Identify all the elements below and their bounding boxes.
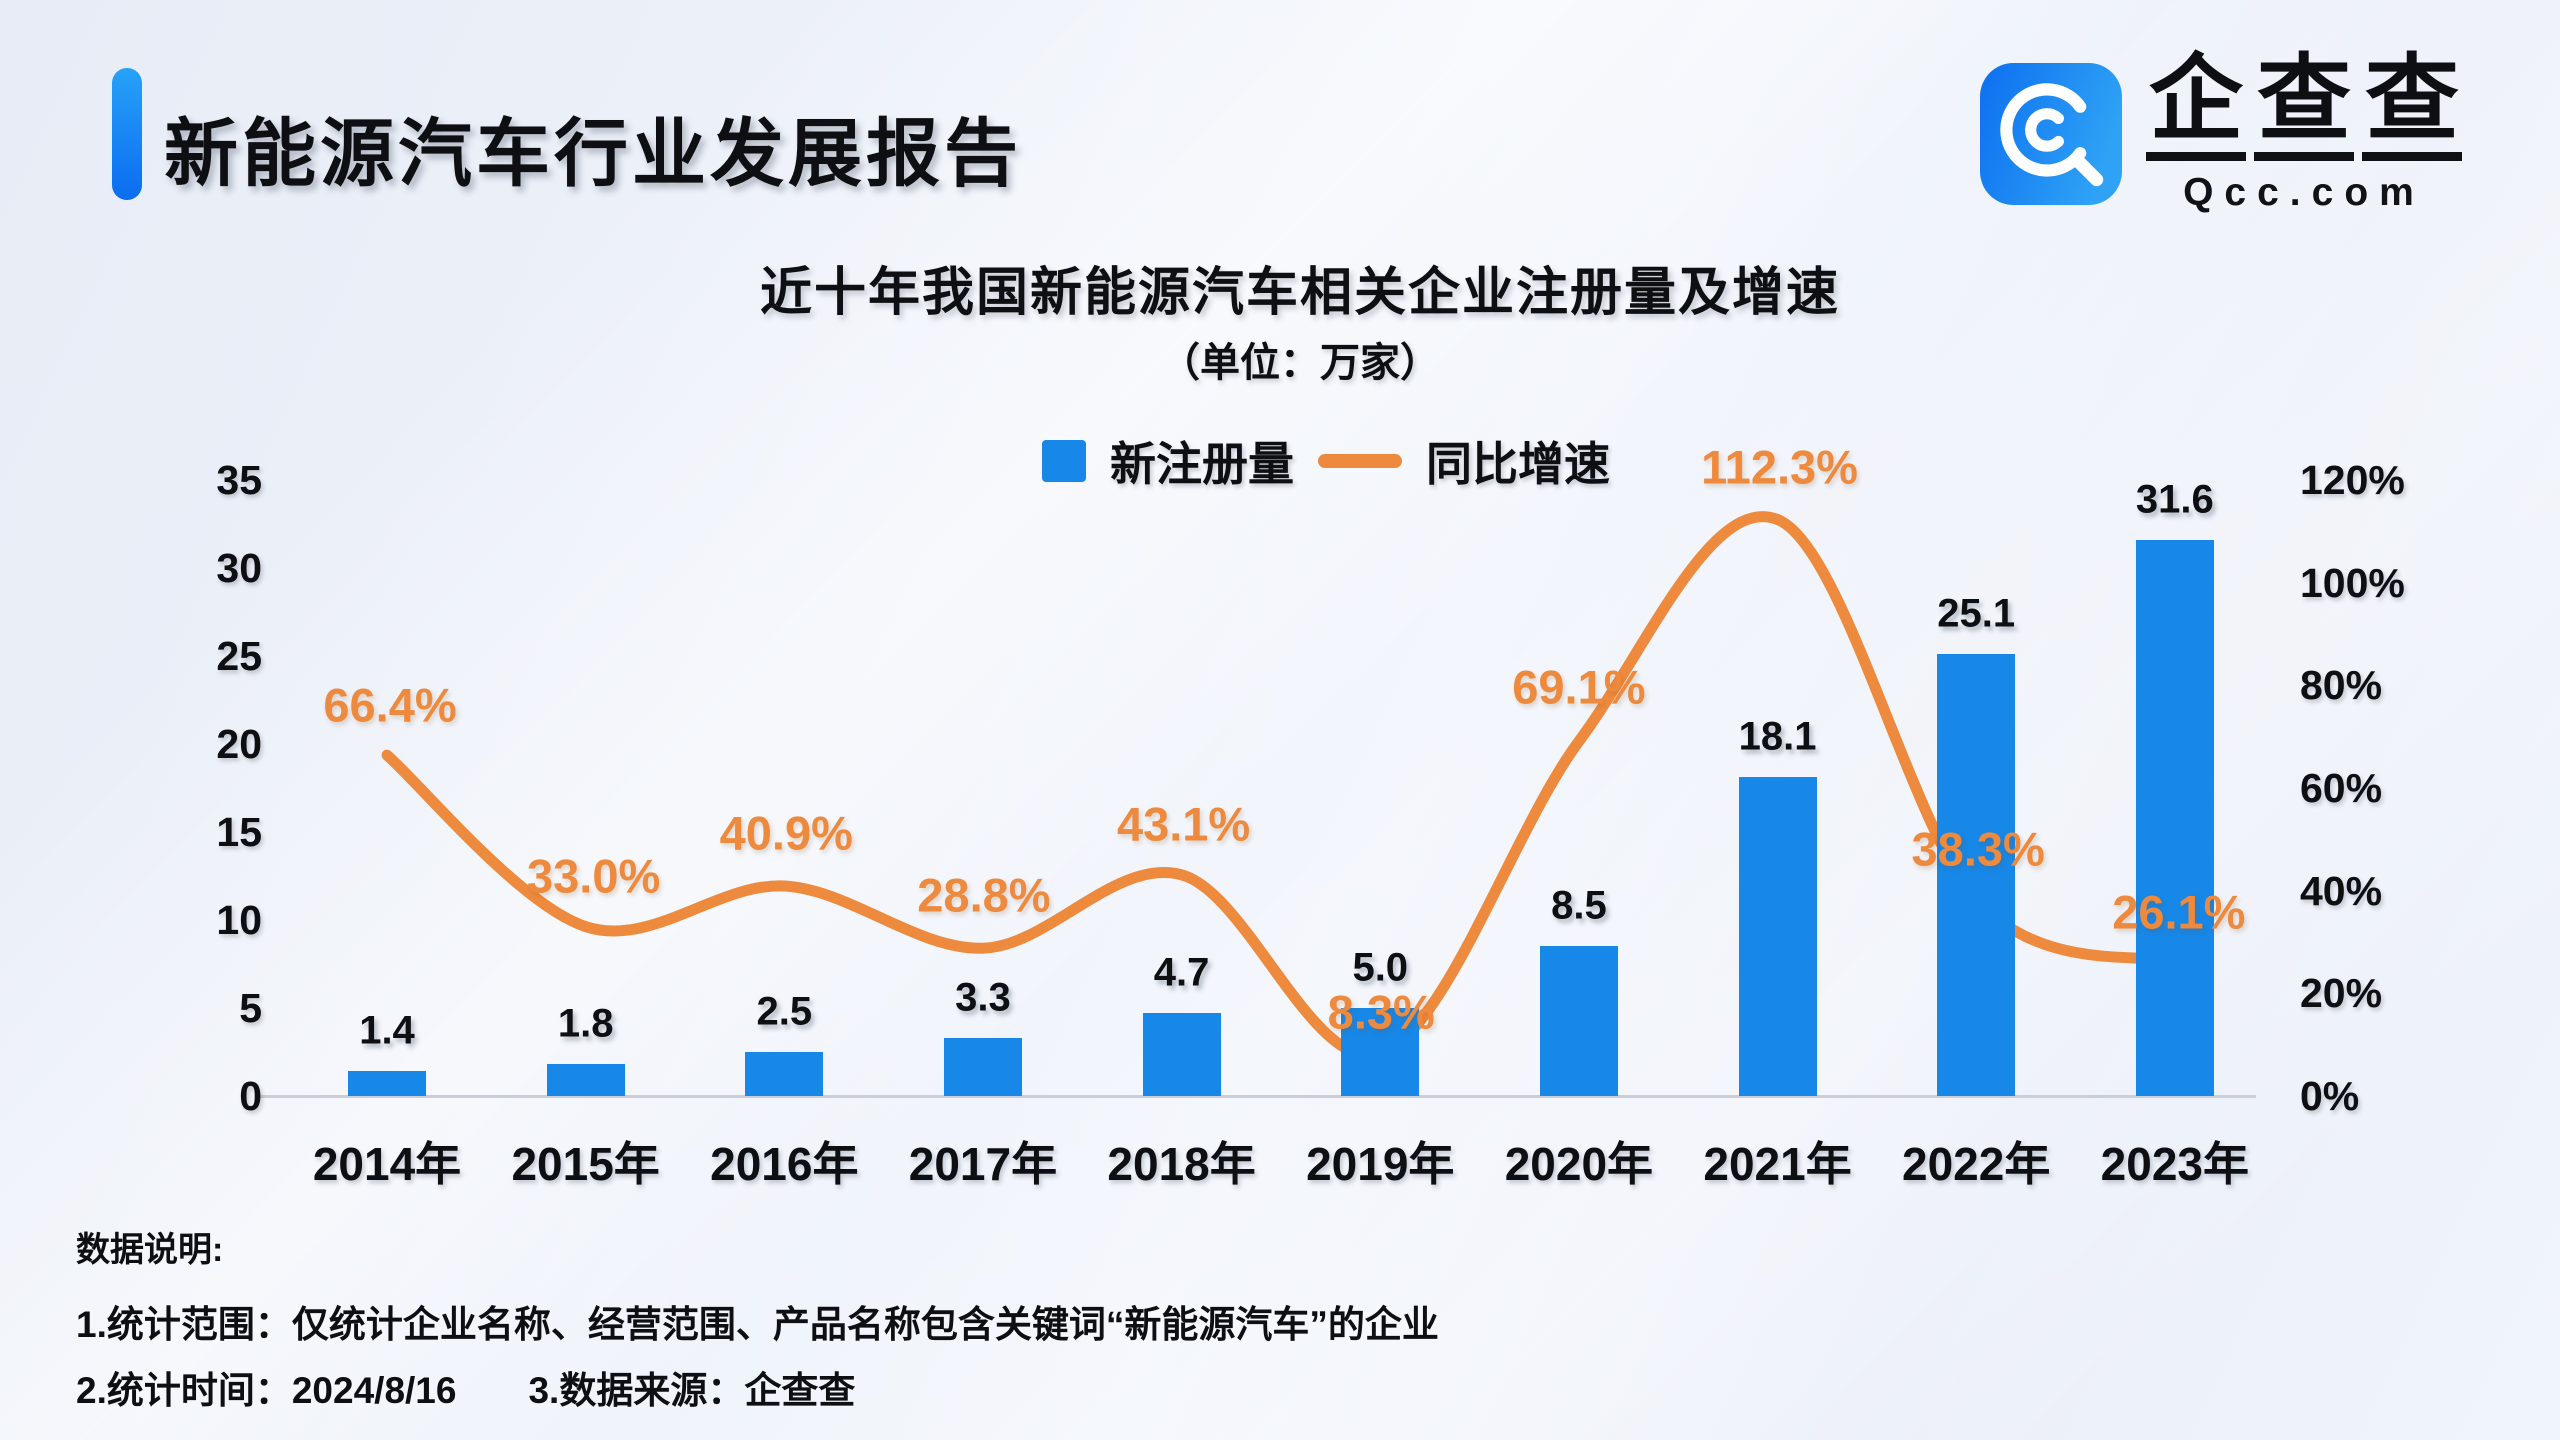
- x-axis-label-2022年: 2022年: [1902, 1138, 2051, 1190]
- bar-value-2014年: 1.4: [359, 1008, 415, 1053]
- bar-value-2015年: 1.8: [557, 1001, 614, 1046]
- qcc-logo-text: 企 查 查 Qcc.com: [2142, 52, 2466, 215]
- growth-value-2014年: 66.4%: [323, 678, 457, 732]
- bar-value-2017年: 3.3: [955, 975, 1011, 1020]
- brand-char: 企: [2145, 52, 2246, 161]
- y-axis-left-tick: 35: [216, 457, 262, 503]
- y-axis-left-tick: 15: [216, 809, 262, 855]
- growth-value-2023年: 26.1%: [2112, 885, 2246, 939]
- growth-value-2020年: 69.1%: [1512, 660, 1646, 714]
- bar-value-2020年: 8.5: [1551, 883, 1607, 928]
- chart-legend: 新注册量 同比增速: [1042, 428, 1610, 494]
- bar-2018年: [1142, 1013, 1221, 1096]
- page-title: 新能源汽车行业发展报告: [164, 112, 1022, 195]
- legend-line-label: 同比增速: [1426, 438, 1610, 490]
- growth-value-2018年: 43.1%: [1116, 797, 1251, 851]
- bar-value-2018年: 4.7: [1153, 950, 1210, 995]
- y-axis-left-tick: 5: [239, 985, 262, 1031]
- qcc-brand-name: 企 查 查: [2142, 52, 2466, 161]
- y-axis-right-tick: 60%: [2300, 765, 2383, 811]
- bar-2014年: [348, 1071, 426, 1096]
- note-meta: 2.统计时间：2024/8/16 3.数据来源：企查查: [76, 1360, 855, 1414]
- y-axis-left-tick: 0: [239, 1073, 262, 1119]
- title-accent-bar: [112, 68, 142, 200]
- bar-2017年: [943, 1037, 1022, 1096]
- notes-heading: 数据说明:: [76, 1231, 224, 1269]
- growth-value-2017年: 28.8%: [917, 868, 1051, 922]
- x-axis-label-2014年: 2014年: [312, 1138, 462, 1190]
- legend-bar-swatch: [1042, 440, 1086, 482]
- qcc-domain: Qcc.com: [2183, 171, 2425, 214]
- y-axis-right-tick: 40%: [2300, 867, 2383, 914]
- y-axis-left-tick: 30: [216, 545, 262, 591]
- x-axis-label-2023年: 2023年: [2100, 1138, 2250, 1190]
- x-axis-label-2017年: 2017年: [908, 1138, 1058, 1190]
- note-scope: 1.统计范围：仅统计企业名称、经营范围、产品名称包含关键词“新能源汽车”的企业: [76, 1304, 1439, 1345]
- bar-value-2019年: 5.0: [1352, 945, 1409, 990]
- legend-line-swatch: [1318, 454, 1402, 468]
- y-axis-right-tick: 20%: [2300, 970, 2383, 1017]
- bar-value-2021年: 18.1: [1738, 714, 1817, 759]
- x-axis-label-2015年: 2015年: [511, 1138, 660, 1190]
- y-axis-right-tick: 100%: [2300, 559, 2405, 606]
- x-axis-label-2018年: 2018年: [1107, 1138, 1256, 1190]
- bar-value-2016年: 2.5: [756, 989, 813, 1034]
- bar-2023年: [2135, 539, 2214, 1096]
- chart-subtitle: （单位：万家）: [1160, 341, 1440, 385]
- bar-value-2022年: 25.1: [1937, 591, 2016, 636]
- y-axis-right-tick: 80%: [2300, 662, 2383, 709]
- x-axis-label-2020年: 2020年: [1504, 1138, 1654, 1190]
- qcc-logo: 企 查 查 Qcc.com: [1979, 52, 2466, 215]
- x-axis-baseline: [258, 1095, 2256, 1098]
- bar-2016年: [745, 1052, 824, 1096]
- y-axis-left-tick: 25: [216, 633, 262, 679]
- brand-char: 查: [2361, 52, 2462, 161]
- y-axis-left-tick: 10: [216, 897, 262, 943]
- qcc-magnifier-icon: [1979, 62, 2122, 205]
- note-source: 3.数据来源：企查查: [528, 1370, 856, 1411]
- growth-value-2021年: 112.3%: [1701, 440, 1858, 494]
- bar-2022年: [1937, 654, 2016, 1096]
- y-axis-right-tick: 120%: [2300, 457, 2405, 503]
- y-axis-right-tick: 0%: [2300, 1073, 2360, 1119]
- bar-2019年: [1341, 1008, 1420, 1096]
- growth-value-2016年: 40.9%: [719, 806, 853, 860]
- x-axis-label-2019年: 2019年: [1306, 1138, 1455, 1190]
- legend-bar-label: 新注册量: [1110, 438, 1294, 490]
- brand-char: 查: [2253, 52, 2354, 161]
- growth-value-2019年: 8.3%: [1327, 985, 1435, 1039]
- growth-value-2022年: 38.3%: [1911, 822, 2045, 876]
- y-axis-left-tick: 20: [216, 721, 262, 767]
- chart-title: 近十年我国新能源汽车相关企业注册量及增速: [759, 264, 1840, 322]
- growth-value-2015年: 33.0%: [527, 849, 661, 903]
- bar-2020年: [1539, 946, 1618, 1096]
- x-axis-label-2016年: 2016年: [710, 1138, 859, 1190]
- bar-2015年: [546, 1064, 625, 1096]
- bar-2021年: [1738, 777, 1817, 1096]
- x-axis-label-2021年: 2021年: [1703, 1138, 1852, 1190]
- bar-value-2023年: 31.6: [2135, 477, 2214, 522]
- note-date: 2.统计时间：2024/8/16: [76, 1370, 457, 1411]
